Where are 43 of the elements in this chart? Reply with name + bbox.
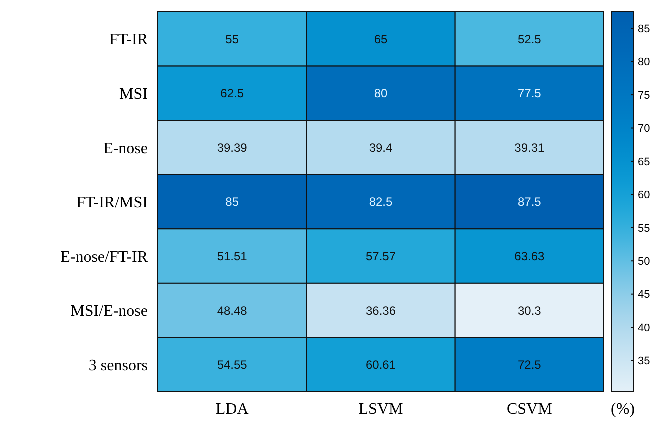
- x-tick-label: LSVM: [358, 401, 404, 418]
- color-bar-label: 45: [638, 289, 650, 302]
- data-label: 39.4: [369, 140, 393, 155]
- data-label: 39.39: [217, 140, 248, 155]
- color-bar-label: 65: [638, 156, 650, 168]
- data-label: 85: [226, 195, 240, 210]
- data-label: 60.61: [366, 358, 396, 372]
- data-label: 77.5: [518, 86, 542, 101]
- data-label: 87.5: [518, 195, 542, 210]
- data-label: 54.55: [217, 358, 248, 372]
- y-tick-label: FT-IR/MSI: [76, 194, 148, 212]
- data-label: 52.5: [518, 32, 542, 46]
- data-label: 72.5: [518, 358, 542, 372]
- color-bar-title: (%): [611, 401, 635, 418]
- color-bar-label: 55: [638, 222, 650, 235]
- x-tick-label: CSVM: [506, 401, 552, 418]
- y-tick-label: E-nose: [104, 140, 148, 158]
- color-bar-label: 75: [638, 90, 650, 102]
- data-label: 55: [226, 32, 240, 46]
- data-label: 80: [374, 86, 388, 101]
- y-tick-label: FT-IR: [109, 32, 148, 49]
- y-tick-label: E-nose/FT-IR: [60, 248, 148, 266]
- data-label: 57.57: [366, 249, 396, 264]
- color-bar-label: 40: [638, 322, 650, 334]
- data-label: 48.48: [217, 304, 248, 318]
- data-label: 51.51: [217, 249, 248, 264]
- y-tick-label: 3 sensors: [88, 357, 148, 374]
- color-bar-label: 85: [638, 23, 650, 36]
- y-tick-label: MSI/E-nose: [70, 303, 148, 320]
- color-bar-label: 60: [638, 190, 650, 202]
- color-bar-label: 50: [638, 256, 650, 268]
- color-bar-label: 70: [638, 123, 650, 136]
- color-bar-label: 80: [638, 56, 650, 69]
- data-label: 62.5: [220, 86, 244, 101]
- data-label: 63.63: [514, 249, 546, 264]
- data-label: 39.31: [514, 140, 546, 155]
- data-label: 36.36: [366, 304, 396, 318]
- data-label: 30.3: [518, 304, 542, 318]
- data-label: 65: [374, 32, 388, 46]
- data-label: 82.5: [369, 195, 393, 210]
- x-tick-label: LDA: [216, 401, 250, 418]
- color-bar-label: 35: [638, 356, 650, 368]
- y-tick-label: MSI: [120, 86, 148, 104]
